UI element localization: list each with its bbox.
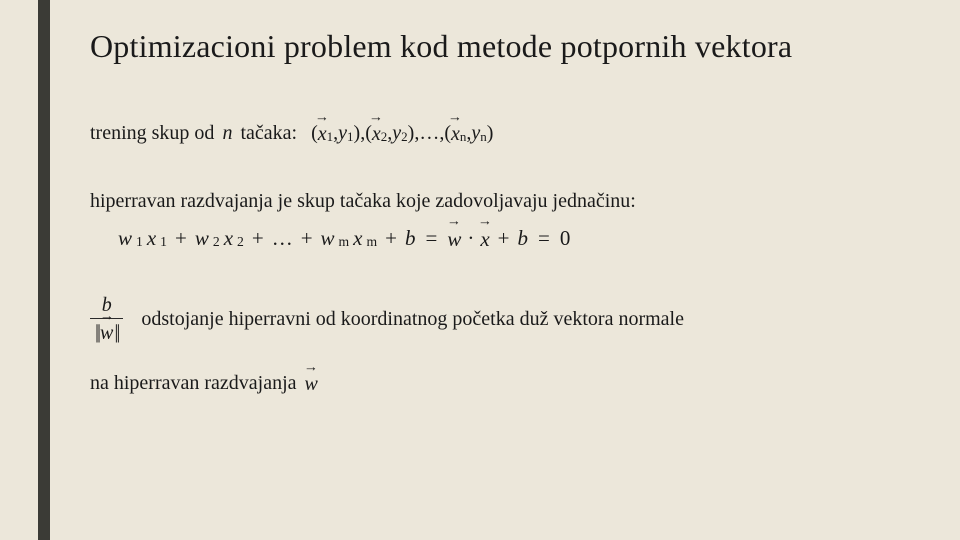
text: na hiperravan razdvajanja <box>90 372 297 395</box>
text: odstojanje hiperravni od koordinatnog po… <box>141 308 684 331</box>
fraction-b-over-w: b || w || <box>90 294 123 345</box>
training-set-math: ( x1 , y1 ) , ( x2 , y2 ) , …, ( xn , yn… <box>311 121 493 146</box>
side-stripe <box>38 0 50 540</box>
hyperplane-equation: w1 x1 + w2 x2 + … + wm xm + b = w · x + … <box>118 225 910 252</box>
text: hiperravan razdvajanja je skup tačaka ko… <box>90 190 636 213</box>
distance-line: b || w || odstojanje hiperravni od koord… <box>90 294 910 345</box>
text: tačaka: <box>240 122 297 145</box>
slide-title: Optimizacioni problem kod metode potporn… <box>90 28 910 65</box>
normal-line: na hiperravan razdvajanja w <box>90 371 910 396</box>
var-n: n <box>222 122 232 145</box>
text: trening skup od <box>90 122 214 145</box>
hyperplane-text: hiperravan razdvajanja je skup tačaka ko… <box>90 190 910 213</box>
slide-content: Optimizacioni problem kod metode potporn… <box>90 28 910 440</box>
training-set-line: trening skup od n tačaka: ( x1 , y1 ) , … <box>90 121 910 146</box>
